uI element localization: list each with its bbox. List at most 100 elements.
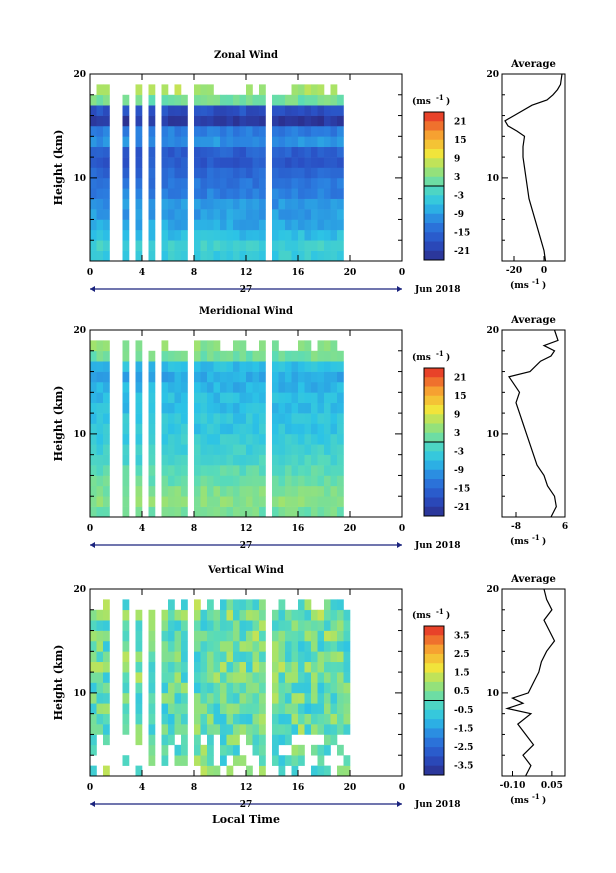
heatmap-cell bbox=[252, 630, 260, 642]
heatmap-cell bbox=[239, 496, 247, 507]
heatmap-cell bbox=[207, 167, 214, 179]
y-axis-label: Height (km) bbox=[52, 130, 65, 206]
heatmap-cell bbox=[96, 392, 104, 404]
heatmap-cell bbox=[181, 240, 188, 251]
heatmap-cell bbox=[330, 167, 338, 179]
heatmap-cell bbox=[311, 188, 318, 199]
heatmap-cell bbox=[298, 198, 305, 210]
heatmap-cell bbox=[259, 413, 266, 424]
heatmap-cell bbox=[174, 157, 182, 168]
heatmap-cell bbox=[330, 136, 338, 148]
date-day: 27 bbox=[240, 541, 253, 551]
x-tick-label: 12 bbox=[240, 783, 253, 793]
heatmap-cell bbox=[324, 651, 331, 663]
heatmap-cell bbox=[311, 465, 318, 476]
heatmap-cell bbox=[330, 496, 338, 507]
heatmap-cell bbox=[226, 599, 234, 611]
heatmap-cell bbox=[220, 444, 227, 455]
heatmap-cell bbox=[233, 136, 240, 148]
heatmap-cell bbox=[259, 167, 266, 179]
heatmap-cell bbox=[233, 496, 240, 507]
heatmap-cell bbox=[239, 755, 247, 766]
heatmap-cell bbox=[194, 640, 201, 652]
heatmap-cell bbox=[226, 136, 234, 148]
heatmap-cell bbox=[246, 465, 253, 476]
heatmap-cell bbox=[207, 444, 214, 455]
heatmap-cell bbox=[298, 340, 305, 352]
heatmap-cell bbox=[103, 371, 110, 383]
heatmap-cell bbox=[207, 713, 214, 725]
heatmap-cell bbox=[161, 640, 169, 652]
date-month: Jun 2018 bbox=[414, 541, 461, 551]
heatmap-cell bbox=[122, 250, 130, 262]
heatmap-cell bbox=[239, 651, 247, 663]
heatmap-cell bbox=[194, 713, 201, 725]
heatmap-cell bbox=[239, 713, 247, 725]
heatmap-cell bbox=[259, 744, 266, 756]
heatmap-cell bbox=[220, 496, 227, 507]
heatmap-cell bbox=[220, 209, 227, 220]
heatmap-cell bbox=[207, 475, 214, 487]
heatmap-cell bbox=[161, 392, 169, 404]
heatmap-cell bbox=[246, 734, 253, 746]
heatmap-cell bbox=[246, 177, 253, 189]
heatmap-cell bbox=[324, 444, 331, 455]
heatmap-cell bbox=[285, 94, 292, 106]
heatmap-cell bbox=[135, 640, 143, 652]
heatmap-cell bbox=[259, 136, 266, 148]
heatmap-cell bbox=[90, 651, 97, 663]
heatmap-cell bbox=[298, 177, 305, 189]
heatmap-cell bbox=[304, 496, 312, 507]
colorbar-tick-label: 21 bbox=[454, 373, 467, 383]
heatmap-cell bbox=[246, 350, 253, 362]
heatmap-cell bbox=[285, 167, 292, 179]
heatmap-cell bbox=[174, 188, 182, 199]
heatmap-cell bbox=[200, 413, 208, 424]
heatmap-cell bbox=[220, 361, 227, 372]
heatmap-cell bbox=[337, 620, 344, 631]
y-axis-label: Height (km) bbox=[52, 645, 65, 721]
heatmap-cell bbox=[330, 724, 338, 735]
heatmap-cell bbox=[122, 703, 130, 714]
heatmap-cell bbox=[246, 229, 253, 241]
heatmap-cell bbox=[161, 433, 169, 445]
heatmap-cell bbox=[135, 506, 143, 518]
average-y-tick-label: 10 bbox=[486, 689, 499, 699]
heatmap-cell bbox=[311, 692, 318, 704]
average-x-tick-label: 0 bbox=[541, 266, 547, 276]
heatmap-cell bbox=[252, 402, 260, 414]
heatmap-cell bbox=[317, 146, 325, 158]
heatmap-cell bbox=[324, 599, 331, 611]
heatmap-cell bbox=[298, 84, 305, 96]
heatmap-cell bbox=[200, 454, 208, 466]
heatmap-cell bbox=[122, 125, 130, 137]
heatmap-cell bbox=[252, 599, 260, 611]
heatmap-cell bbox=[220, 475, 227, 487]
heatmap-cell bbox=[122, 219, 130, 231]
heatmap-cell bbox=[135, 682, 143, 694]
heatmap-cell bbox=[330, 475, 338, 487]
heatmap-cell bbox=[161, 485, 169, 497]
heatmap-cell bbox=[252, 413, 260, 424]
heatmap-cell bbox=[174, 167, 182, 179]
heatmap-cell bbox=[311, 724, 318, 735]
heatmap-cell bbox=[278, 177, 286, 189]
heatmap-cell bbox=[272, 692, 279, 704]
colorbar-swatch bbox=[424, 747, 444, 757]
heatmap-cell bbox=[233, 115, 240, 127]
heatmap-cell bbox=[226, 692, 234, 704]
heatmap-cell bbox=[324, 506, 331, 518]
heatmap-cell bbox=[330, 485, 338, 497]
heatmap-cell bbox=[330, 423, 338, 435]
heatmap-cell bbox=[174, 620, 182, 631]
heatmap-cell bbox=[252, 620, 260, 631]
colorbar-tick-label: -0.5 bbox=[454, 706, 473, 716]
heatmap-cell bbox=[181, 167, 188, 179]
heatmap-cell bbox=[272, 734, 279, 746]
heatmap-cell bbox=[96, 413, 104, 424]
average-frame bbox=[501, 329, 566, 518]
colorbar-tick-label: 9 bbox=[454, 154, 460, 164]
heatmap-cell bbox=[161, 198, 169, 210]
heatmap-cell bbox=[298, 609, 305, 621]
